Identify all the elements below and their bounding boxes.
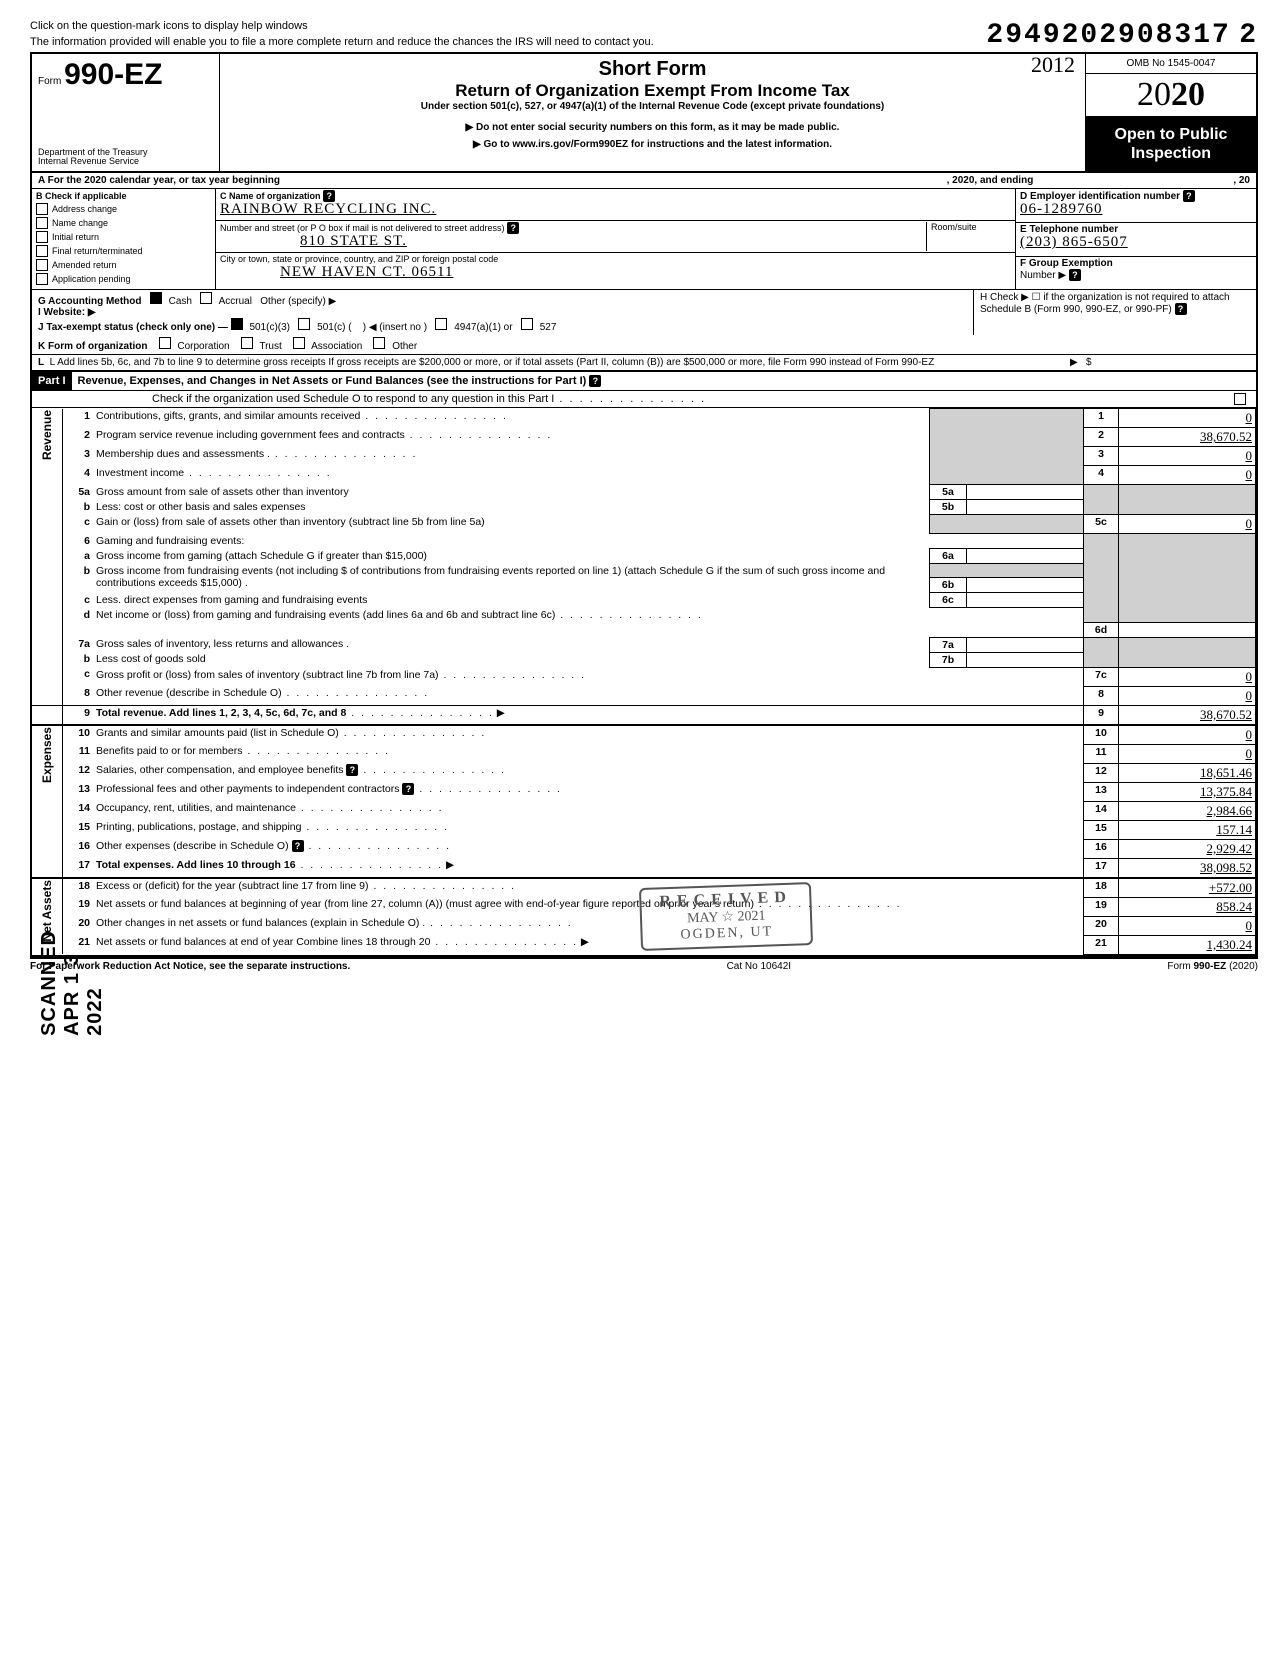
help-note-2: The information provided will enable you… [30, 36, 654, 48]
row-l: L L Add lines 5b, 6c, and 7b to line 9 t… [30, 354, 1258, 372]
chk-other-org[interactable] [373, 337, 385, 349]
help-icon[interactable]: ? [507, 222, 519, 234]
help-icon[interactable]: ? [292, 840, 304, 852]
omb: OMB No 1545-0047 [1086, 54, 1256, 74]
ein: 06-1289760 [1020, 201, 1103, 217]
top-row: Click on the question-mark icons to disp… [30, 20, 1258, 52]
col-b: B Check if applicable Address change Nam… [32, 189, 216, 289]
row-k: K Form of organization Corporation Trust… [30, 335, 1258, 354]
tax-year: 2020 [1086, 74, 1256, 117]
chk-527[interactable] [521, 318, 533, 330]
part1-title: Revenue, Expenses, and Changes in Net As… [72, 373, 1256, 389]
handwritten-year: 2012 [1031, 52, 1075, 78]
subtitle2: Under section 501(c), 527, or 4947(a)(1)… [228, 101, 1077, 112]
chk-501c3[interactable] [231, 318, 243, 330]
ssn-warning: ▶ Do not enter social security numbers o… [228, 122, 1077, 133]
subtitle: Return of Organization Exempt From Incom… [228, 81, 1077, 101]
col-c: C Name of organization ? RAINBOW RECYCLI… [216, 189, 1016, 289]
chk-amended[interactable] [36, 259, 48, 271]
part1-label: Part I [32, 372, 72, 390]
open-public: Open to Public Inspection [1086, 117, 1256, 171]
footer-mid: Cat No 10642I [727, 961, 792, 972]
title: Short Form [228, 58, 1077, 81]
form-number: Form 990-EZ [38, 58, 213, 92]
chk-address-change[interactable] [36, 203, 48, 215]
chk-initial-return[interactable] [36, 231, 48, 243]
col-def: D Employer identification number ? 06-12… [1016, 189, 1256, 289]
h-text: H Check ▶ ☐ if the organization is not r… [980, 292, 1230, 315]
help-icon[interactable]: ? [1175, 303, 1187, 315]
row-a: A For the 2020 calendar year, or tax yea… [30, 173, 1258, 189]
chk-final-return[interactable] [36, 245, 48, 257]
scanned-stamp: SCANNED APR 1 3 2022 [38, 930, 107, 1036]
dept: Department of the Treasury Internal Reve… [38, 148, 213, 168]
help-icon[interactable]: ? [1069, 269, 1081, 281]
footer: For Paperwork Reduction Act Notice, see … [30, 957, 1258, 974]
org-name: RAINBOW RECYCLING INC. [220, 201, 436, 217]
dln: 2949202908317 [986, 20, 1230, 51]
page-number-top: 2 [1239, 20, 1258, 51]
help-icon[interactable]: ? [402, 783, 414, 795]
header-box: Form 990-EZ Department of the Treasury I… [30, 52, 1258, 173]
part-1: Part I Revenue, Expenses, and Changes in… [30, 372, 1258, 957]
part1-check-text: Check if the organization used Schedule … [152, 393, 706, 405]
chk-4947[interactable] [435, 318, 447, 330]
lines-table: Revenue 1Contributions, gifts, grants, a… [32, 408, 1256, 955]
org-street: 810 STATE ST. [300, 233, 407, 249]
org-city: NEW HAVEN CT. 06511 [280, 264, 453, 280]
chk-corp[interactable] [159, 337, 171, 349]
chk-app-pending[interactable] [36, 273, 48, 285]
help-icon[interactable]: ? [1183, 190, 1195, 202]
help-note-1: Click on the question-mark icons to disp… [30, 20, 654, 32]
chk-trust[interactable] [241, 337, 253, 349]
chk-assoc[interactable] [293, 337, 305, 349]
chk-501c[interactable] [298, 318, 310, 330]
chk-schedule-o[interactable] [1234, 393, 1246, 405]
form-page: Click on the question-mark icons to disp… [30, 20, 1258, 974]
side-revenue: Revenue [40, 410, 54, 460]
chk-accrual[interactable] [200, 292, 212, 304]
phone: (203) 865-6507 [1020, 234, 1128, 250]
help-icon[interactable]: ? [346, 764, 358, 776]
footer-right: Form 990-EZ (2020) [1167, 961, 1258, 972]
web-link: ▶ Go to www.irs.gov/Form990EZ for instru… [228, 139, 1077, 150]
help-icon[interactable]: ? [589, 375, 601, 387]
section-bcdef: B Check if applicable Address change Nam… [30, 189, 1258, 290]
chk-cash[interactable] [150, 292, 162, 304]
chk-name-change[interactable] [36, 217, 48, 229]
received-stamp: RECEIVED MAY ☆ 2021 OGDEN, UT [639, 882, 814, 951]
row-gh: G Accounting Method Cash Accrual Other (… [30, 290, 1258, 335]
side-expenses: Expenses [40, 727, 54, 783]
